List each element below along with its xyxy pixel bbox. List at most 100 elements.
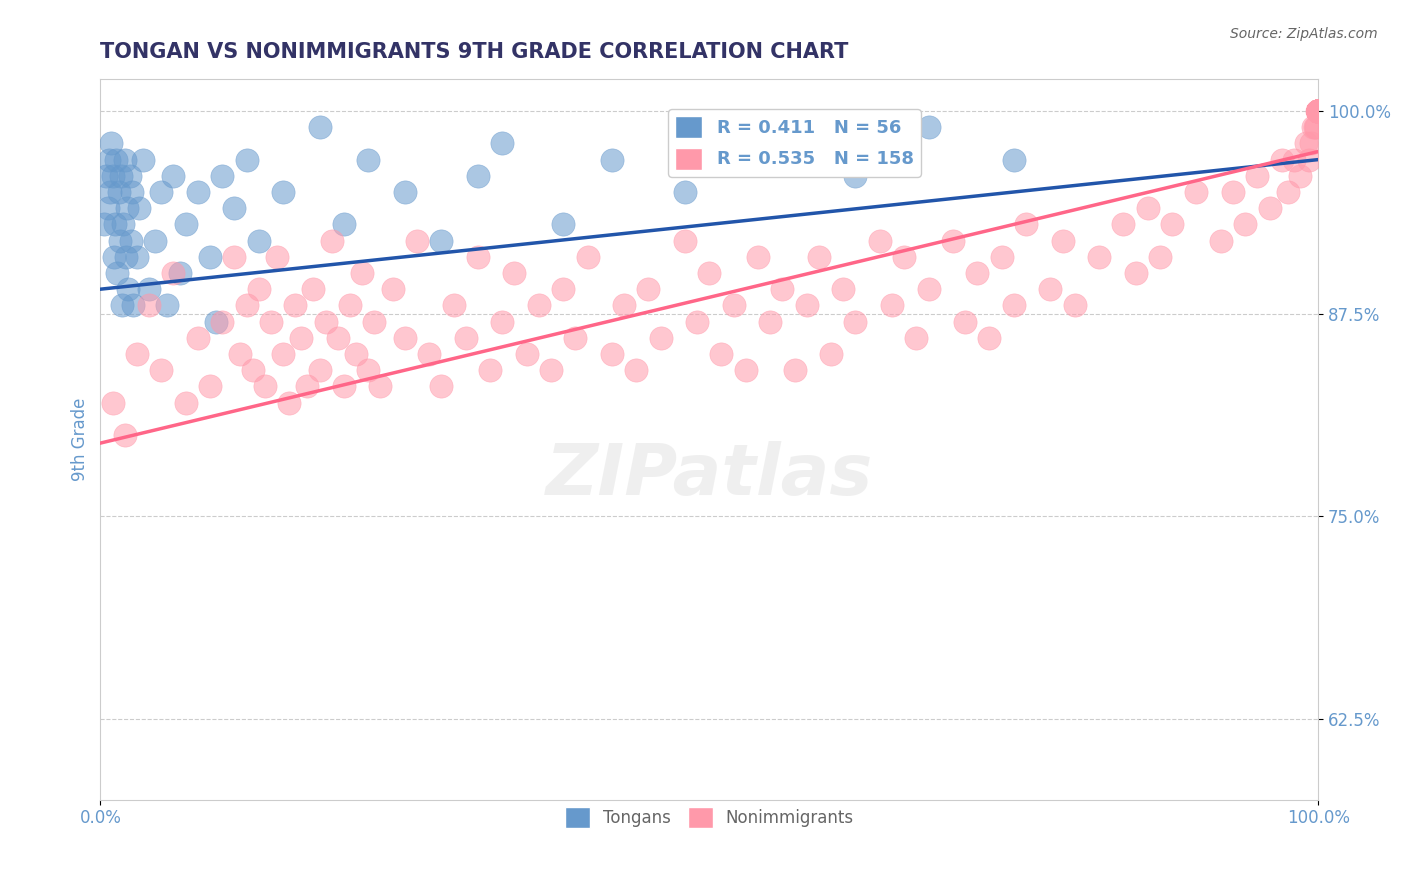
- Point: [759, 136, 782, 151]
- Point: [224, 201, 246, 215]
- Point: [979, 331, 1001, 345]
- Point: [1308, 103, 1330, 118]
- Point: [297, 379, 319, 393]
- Point: [1308, 103, 1330, 118]
- Point: [114, 428, 136, 442]
- Point: [467, 250, 489, 264]
- Point: [1299, 136, 1322, 151]
- Point: [1308, 103, 1330, 118]
- Point: [357, 363, 380, 377]
- Point: [132, 153, 155, 167]
- Point: [122, 298, 145, 312]
- Point: [1308, 103, 1330, 118]
- Point: [125, 250, 148, 264]
- Point: [942, 234, 965, 248]
- Point: [723, 298, 745, 312]
- Point: [224, 250, 246, 264]
- Point: [1308, 103, 1330, 118]
- Point: [363, 315, 385, 329]
- Point: [98, 185, 121, 199]
- Point: [1308, 103, 1330, 118]
- Point: [115, 201, 138, 215]
- Point: [966, 266, 988, 280]
- Point: [1308, 103, 1330, 118]
- Point: [103, 250, 125, 264]
- Point: [253, 379, 276, 393]
- Point: [1246, 169, 1268, 183]
- Point: [162, 266, 184, 280]
- Point: [339, 298, 361, 312]
- Point: [1308, 103, 1330, 118]
- Point: [1002, 153, 1025, 167]
- Point: [1015, 218, 1038, 232]
- Point: [97, 153, 120, 167]
- Point: [430, 234, 453, 248]
- Point: [1039, 282, 1062, 296]
- Point: [1308, 103, 1330, 118]
- Point: [198, 379, 221, 393]
- Point: [869, 234, 891, 248]
- Point: [96, 169, 118, 183]
- Point: [503, 266, 526, 280]
- Point: [1308, 103, 1330, 118]
- Point: [1112, 218, 1135, 232]
- Point: [114, 153, 136, 167]
- Point: [1209, 234, 1232, 248]
- Point: [93, 218, 115, 232]
- Point: [1308, 103, 1330, 118]
- Point: [169, 266, 191, 280]
- Point: [1088, 250, 1111, 264]
- Point: [1289, 169, 1312, 183]
- Point: [1308, 103, 1330, 118]
- Point: [1295, 136, 1317, 151]
- Point: [150, 363, 173, 377]
- Point: [101, 395, 124, 409]
- Point: [247, 282, 270, 296]
- Point: [820, 347, 842, 361]
- Point: [1305, 120, 1327, 135]
- Point: [394, 185, 416, 199]
- Point: [101, 169, 124, 183]
- Point: [125, 347, 148, 361]
- Point: [1308, 103, 1330, 118]
- Point: [1302, 120, 1324, 135]
- Point: [138, 282, 160, 296]
- Point: [626, 363, 648, 377]
- Point: [110, 169, 132, 183]
- Point: [650, 331, 672, 345]
- Point: [770, 282, 793, 296]
- Point: [344, 347, 367, 361]
- Point: [128, 201, 150, 215]
- Point: [1161, 218, 1184, 232]
- Point: [553, 282, 575, 296]
- Point: [1308, 103, 1330, 118]
- Point: [121, 185, 143, 199]
- Point: [1308, 103, 1330, 118]
- Point: [266, 250, 288, 264]
- Point: [302, 282, 325, 296]
- Point: [1308, 103, 1330, 118]
- Point: [418, 347, 440, 361]
- Point: [553, 218, 575, 232]
- Text: Source: ZipAtlas.com: Source: ZipAtlas.com: [1230, 27, 1378, 41]
- Point: [229, 347, 252, 361]
- Point: [308, 120, 330, 135]
- Point: [491, 136, 513, 151]
- Point: [1277, 185, 1299, 199]
- Point: [326, 331, 349, 345]
- Point: [108, 234, 131, 248]
- Point: [290, 331, 312, 345]
- Point: [1308, 103, 1330, 118]
- Point: [1308, 103, 1330, 118]
- Point: [430, 379, 453, 393]
- Point: [1282, 153, 1305, 167]
- Text: TONGAN VS NONIMMIGRANTS 9TH GRADE CORRELATION CHART: TONGAN VS NONIMMIGRANTS 9TH GRADE CORREL…: [100, 42, 849, 62]
- Point: [150, 185, 173, 199]
- Point: [734, 363, 756, 377]
- Point: [187, 331, 209, 345]
- Point: [271, 185, 294, 199]
- Point: [1308, 103, 1330, 118]
- Point: [120, 234, 142, 248]
- Point: [1308, 103, 1330, 118]
- Point: [118, 169, 141, 183]
